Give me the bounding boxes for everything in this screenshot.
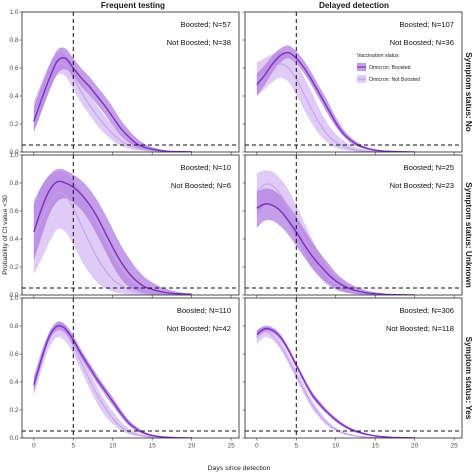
row-label-no: Symptom status: No xyxy=(464,52,473,132)
panel-background xyxy=(22,298,239,438)
y-tick-label: 0.8 xyxy=(9,323,18,330)
panel-background xyxy=(22,12,239,152)
x-axis-title: Days since detection xyxy=(208,465,271,472)
boosted-series-line xyxy=(33,180,192,295)
legend-entry-label: Omicron: Not Boosted xyxy=(369,77,420,83)
not-boosted-n-annotation: Not Boosted; N=118 xyxy=(386,324,454,333)
panel-r1-c1: Boosted; N=25 Not Boosted; N=23 xyxy=(242,154,463,298)
not-boosted-ci-band xyxy=(256,170,415,295)
y-tick-label: 1.0 xyxy=(9,152,18,159)
not-boosted-ci-band xyxy=(33,322,192,438)
panel-border xyxy=(21,297,240,439)
panel-r1-c0: 0.0 0.2 0.4 0.6 0.8 1.0 Boosted; N=10 Not Boost… xyxy=(9,152,240,299)
y-tick-label: 0.8 xyxy=(9,37,18,44)
x-tick-label: 25 xyxy=(227,443,235,450)
boosted-series-line xyxy=(256,327,415,438)
legend: Vaccination status Omicron: Boosted Omicro… xyxy=(357,53,420,83)
panels: 0.0 0.2 0.4 0.6 0.8 1.0 Boosted; N=57 Not Boost… xyxy=(9,9,463,450)
boosted-ci-band xyxy=(256,45,415,152)
boosted-n-annotation: Boosted; N=110 xyxy=(177,306,231,315)
x-tick-label: 10 xyxy=(332,443,340,450)
panel-r0-c0: 0.0 0.2 0.4 0.6 0.8 1.0 Boosted; N=57 Not Boost… xyxy=(9,9,240,156)
panel-border xyxy=(244,11,463,153)
x-tick-label: 5 xyxy=(294,443,298,450)
x-tick-label: 0 xyxy=(255,443,259,450)
y-tick-label: 0.2 xyxy=(9,264,18,271)
panel-background xyxy=(245,298,462,438)
boosted-n-annotation: Boosted; N=57 xyxy=(181,20,231,29)
y-tick-label: 0.6 xyxy=(9,351,18,358)
not-boosted-n-annotation: Not Boosted; N=6 xyxy=(171,181,231,190)
x-tick-label: 5 xyxy=(71,443,75,450)
not-boosted-n-annotation: Not Boosted; N=36 xyxy=(390,38,454,47)
boosted-n-annotation: Boosted; N=306 xyxy=(399,306,454,315)
legend-entry-label: Omicron: Boosted xyxy=(369,65,411,71)
boosted-ci-band xyxy=(33,321,192,438)
not-boosted-ci-band xyxy=(256,326,415,438)
y-tick-label: 0.2 xyxy=(9,121,18,128)
x-tick-label: 20 xyxy=(411,443,419,450)
boosted-n-annotation: Boosted; N=25 xyxy=(404,163,454,172)
y-tick-label: 0.4 xyxy=(9,236,18,243)
row-label-unknown: Symptom status: Unknown xyxy=(464,182,473,288)
not-boosted-n-annotation: Not Boosted; N=23 xyxy=(390,181,454,190)
row-label-yes: Symptom status: Yes xyxy=(464,337,473,420)
x-tick-label: 25 xyxy=(450,443,458,450)
x-tick-label: 10 xyxy=(109,443,117,450)
boosted-series-line xyxy=(33,324,192,438)
y-tick-label: 0.4 xyxy=(9,379,18,386)
y-tick-label: 0.6 xyxy=(9,65,18,72)
y-tick-label: 1.0 xyxy=(9,9,18,16)
y-tick-label: 1.0 xyxy=(9,295,18,302)
y-tick-label: 0.0 xyxy=(9,292,18,299)
y-tick-label: 0.4 xyxy=(9,93,18,100)
boosted-n-annotation: Boosted; N=10 xyxy=(181,163,231,172)
column-label-delayed: Delayed detection xyxy=(319,1,389,10)
y-tick-label: 0.0 xyxy=(9,435,18,442)
boosted-series-line xyxy=(256,51,415,152)
not-boosted-n-annotation: Not Boosted; N=38 xyxy=(167,38,231,47)
boosted-n-annotation: Boosted; N=107 xyxy=(399,20,454,29)
panel-r0-c1: Boosted; N=107 Not Boosted; N=36 Vaccinati… xyxy=(242,11,463,155)
x-tick-label: 0 xyxy=(32,443,36,450)
y-tick-label: 0.6 xyxy=(9,208,18,215)
y-axis-title: Probability of Ct value <30 xyxy=(2,195,9,275)
not-boosted-n-annotation: Not Boosted; N=42 xyxy=(167,324,231,333)
boosted-ci-band xyxy=(33,47,192,152)
y-tick-label: 0.0 xyxy=(9,149,18,156)
x-tick-label: 15 xyxy=(372,443,380,450)
panel-background xyxy=(245,12,462,152)
panel-border xyxy=(244,297,463,439)
x-tick-label: 20 xyxy=(188,443,196,450)
panel-r2-c0: 0.0 0.2 0.4 0.6 0.8 1.0 0 5 10 15 20 25 Boosted; N=1… xyxy=(9,295,240,450)
panel-border xyxy=(21,154,240,296)
panel-border xyxy=(21,11,240,153)
y-tick-label: 0.8 xyxy=(9,180,18,187)
boosted-ci-band xyxy=(256,188,415,295)
legend-title: Vaccination status xyxy=(357,53,399,59)
boosted-series-line xyxy=(33,56,192,152)
boosted-series-line xyxy=(256,203,415,295)
x-tick-label: 15 xyxy=(149,443,157,450)
y-tick-label: 0.2 xyxy=(9,407,18,414)
panel-border xyxy=(244,154,463,296)
column-label-frequent: Frequent testing xyxy=(101,1,165,10)
panel-r2-c1: 0 5 10 15 20 25 Boosted; N=306 Not Boosted; N=1… xyxy=(242,297,463,450)
